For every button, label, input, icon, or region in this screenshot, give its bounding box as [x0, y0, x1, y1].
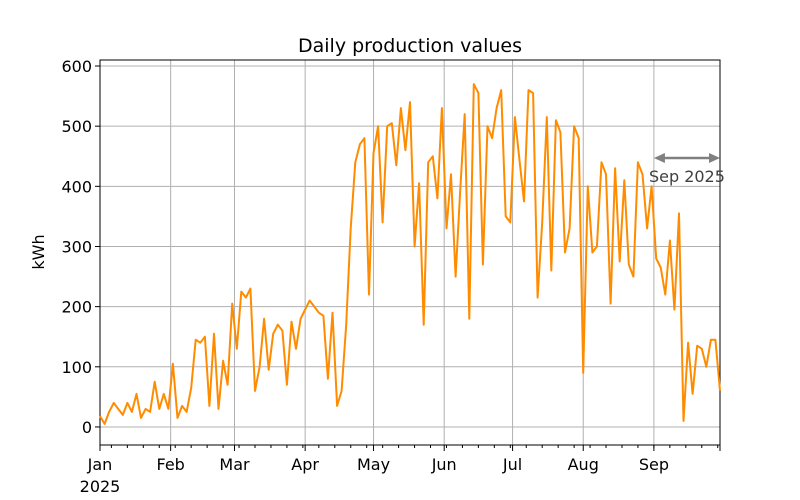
y-tick-label: 600 [61, 57, 92, 76]
x-tick-label: Aug [568, 455, 599, 474]
annotation-arrowhead-right [709, 153, 720, 164]
annotation: Sep 2025 [649, 153, 725, 186]
annotation-label: Sep 2025 [649, 167, 725, 186]
x-tick-label: Apr [291, 455, 319, 474]
series-layer [99, 83, 721, 425]
y-tick-label: 200 [61, 298, 92, 317]
y-tick-label: 0 [82, 418, 92, 437]
x-tick-label: Mar [219, 455, 250, 474]
x-tick-label: Sep [639, 455, 669, 474]
x-tick-label: Jul [502, 455, 522, 474]
series-line [99, 83, 721, 425]
plot-frame [99, 59, 721, 446]
x-tick-label: Feb [156, 455, 184, 474]
x-tick-label: May [357, 455, 390, 474]
annotation-arrowhead-left [653, 153, 665, 164]
y-tick-label: 100 [61, 358, 92, 377]
y-axis: 0 100 200 300 400 500 600 [61, 57, 100, 437]
y-tick-label: 400 [61, 177, 92, 196]
y-tick-label: 500 [61, 117, 92, 136]
x-tick-label: Jun [431, 455, 457, 474]
x-tick-label: Jan [87, 455, 113, 474]
x-year-label: 2025 [80, 477, 121, 496]
y-tick-label: 300 [61, 237, 92, 256]
x-axis: Jan Feb Mar Apr May Jun Jul Aug Sep [87, 445, 721, 474]
chart-title: Daily production values [298, 35, 522, 57]
y-axis-label: kWh [29, 234, 48, 269]
